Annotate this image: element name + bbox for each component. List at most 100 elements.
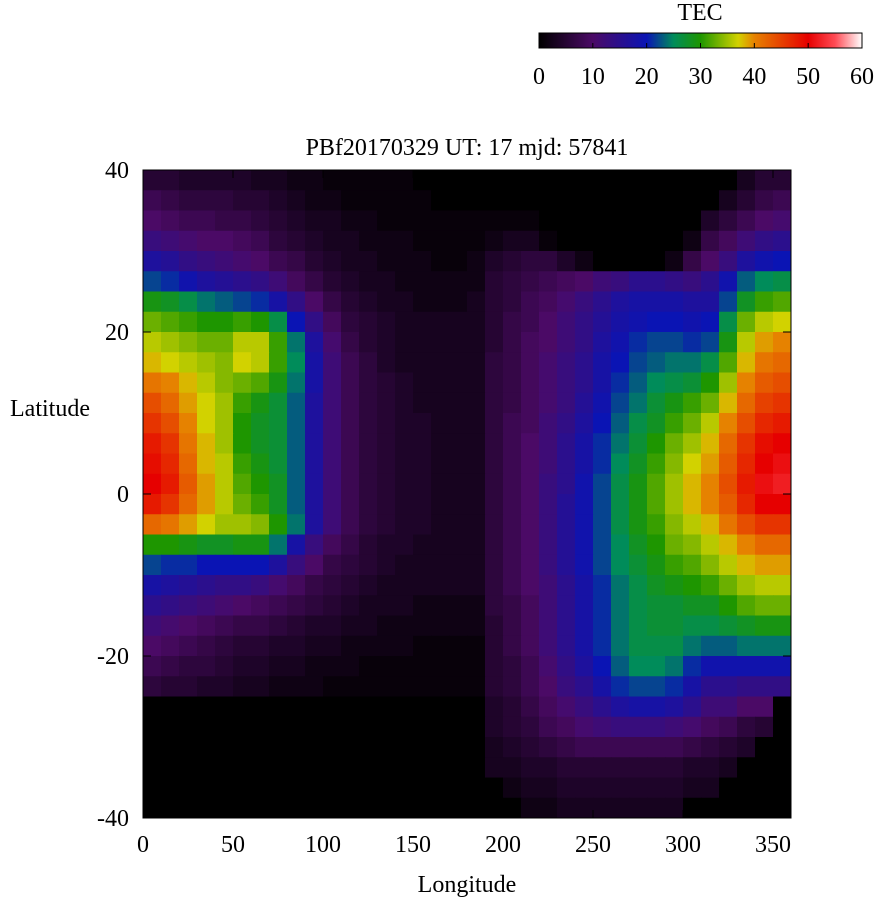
heatmap-cell [701, 473, 720, 495]
heatmap-cell [377, 514, 396, 536]
heatmap-cell [467, 332, 486, 353]
heatmap-cell [647, 615, 666, 637]
heatmap-cell [755, 413, 774, 434]
heatmap-cell [521, 494, 540, 515]
heatmap-cell [701, 797, 720, 818]
heatmap-cell [377, 352, 396, 374]
heatmap-cell [485, 797, 504, 818]
heatmap-cell [521, 473, 540, 495]
heatmap-cell [323, 635, 342, 657]
heatmap-cell [359, 716, 378, 738]
heatmap-cell [521, 453, 540, 475]
heatmap-cell [611, 696, 630, 718]
heatmap-cell [449, 656, 468, 677]
heatmap-cell [557, 291, 576, 313]
heatmap-cell [251, 554, 270, 576]
heatmap-cell [467, 433, 486, 455]
heatmap-cell [719, 777, 738, 799]
heatmap-cell [215, 635, 234, 657]
heatmap-cell [395, 311, 414, 333]
heatmap-cell [575, 554, 594, 576]
heatmap-cell [179, 757, 198, 779]
heatmap-cell [503, 757, 522, 779]
heatmap-cell [683, 494, 702, 515]
heatmap-cell [305, 332, 324, 353]
heatmap-cell [269, 575, 288, 596]
heatmap-cell [701, 514, 720, 536]
heatmap-cell [665, 251, 684, 272]
heatmap-cell [665, 615, 684, 637]
heatmap-cell [593, 696, 612, 718]
heatmap-cell [773, 696, 791, 718]
chart-title: PBf20170329 UT: 17 mjd: 57841 [306, 135, 629, 161]
heatmap-cell [665, 575, 684, 596]
heatmap-cell [233, 332, 252, 353]
heatmap-cell [773, 676, 791, 698]
heatmap-cell [521, 777, 540, 799]
heatmap-cell [611, 291, 630, 313]
heatmap-cell [179, 352, 198, 374]
heatmap-cell [179, 311, 198, 333]
heatmap-cell [161, 575, 180, 596]
heatmap-cell [701, 311, 720, 333]
heatmap-cell [575, 777, 594, 799]
heatmap-cell [557, 777, 576, 799]
heatmap-cell [215, 230, 234, 252]
heatmap-cell [719, 696, 738, 718]
heatmap-cell [341, 210, 360, 232]
heatmap-cell [215, 311, 234, 333]
heatmap-cell [467, 230, 486, 252]
heatmap-cell [485, 615, 504, 637]
heatmap-cell [395, 271, 414, 293]
heatmap-cell [629, 514, 648, 536]
heatmap-cell [611, 615, 630, 637]
heatmap-cell [269, 433, 288, 455]
heatmap-cell [503, 372, 522, 394]
heatmap-cell [287, 413, 306, 434]
heatmap-cell [647, 210, 666, 232]
heatmap-cell [413, 413, 432, 434]
colorbar-label: TEC [677, 0, 722, 26]
heatmap-cell [323, 656, 342, 677]
heatmap-cell [197, 554, 216, 576]
heatmap-cell [467, 514, 486, 536]
heatmap-cell [737, 453, 756, 475]
heatmap-cell [647, 534, 666, 556]
heatmap-cell [629, 554, 648, 576]
heatmap-cell [395, 494, 414, 515]
heatmap-cell [143, 656, 162, 677]
heatmap-cell [287, 352, 306, 374]
heatmap-cell [557, 230, 576, 252]
heatmap-cell [143, 737, 162, 758]
heatmap-cell [647, 251, 666, 272]
heatmap-cell [431, 332, 450, 353]
heatmap-cell [395, 332, 414, 353]
heatmap-cell [719, 413, 738, 434]
heatmap-cell [161, 271, 180, 293]
heatmap-cell [593, 453, 612, 475]
heatmap-cell [341, 635, 360, 657]
heatmap-cell [665, 494, 684, 515]
heatmap-cell [395, 635, 414, 657]
heatmap-cell [521, 534, 540, 556]
heatmap-cell [395, 352, 414, 374]
heatmap-cell [179, 575, 198, 596]
heatmap-cell [449, 413, 468, 434]
heatmap-cell [377, 575, 396, 596]
heatmap-cell [305, 494, 324, 515]
heatmap-cell [323, 453, 342, 475]
heatmap-cell [161, 494, 180, 515]
heatmap-cell [449, 392, 468, 414]
heatmap-cell [143, 696, 162, 718]
heatmap-cell [557, 210, 576, 232]
heatmap-cell [773, 757, 791, 779]
heatmap-cell [503, 676, 522, 698]
heatmap-cell [377, 190, 396, 212]
heatmap-cell [629, 656, 648, 677]
heatmap-cell [557, 311, 576, 333]
heatmap-cell [611, 332, 630, 353]
heatmap-cell [593, 716, 612, 738]
heatmap-cell [611, 676, 630, 698]
heatmap-cell [683, 170, 702, 191]
